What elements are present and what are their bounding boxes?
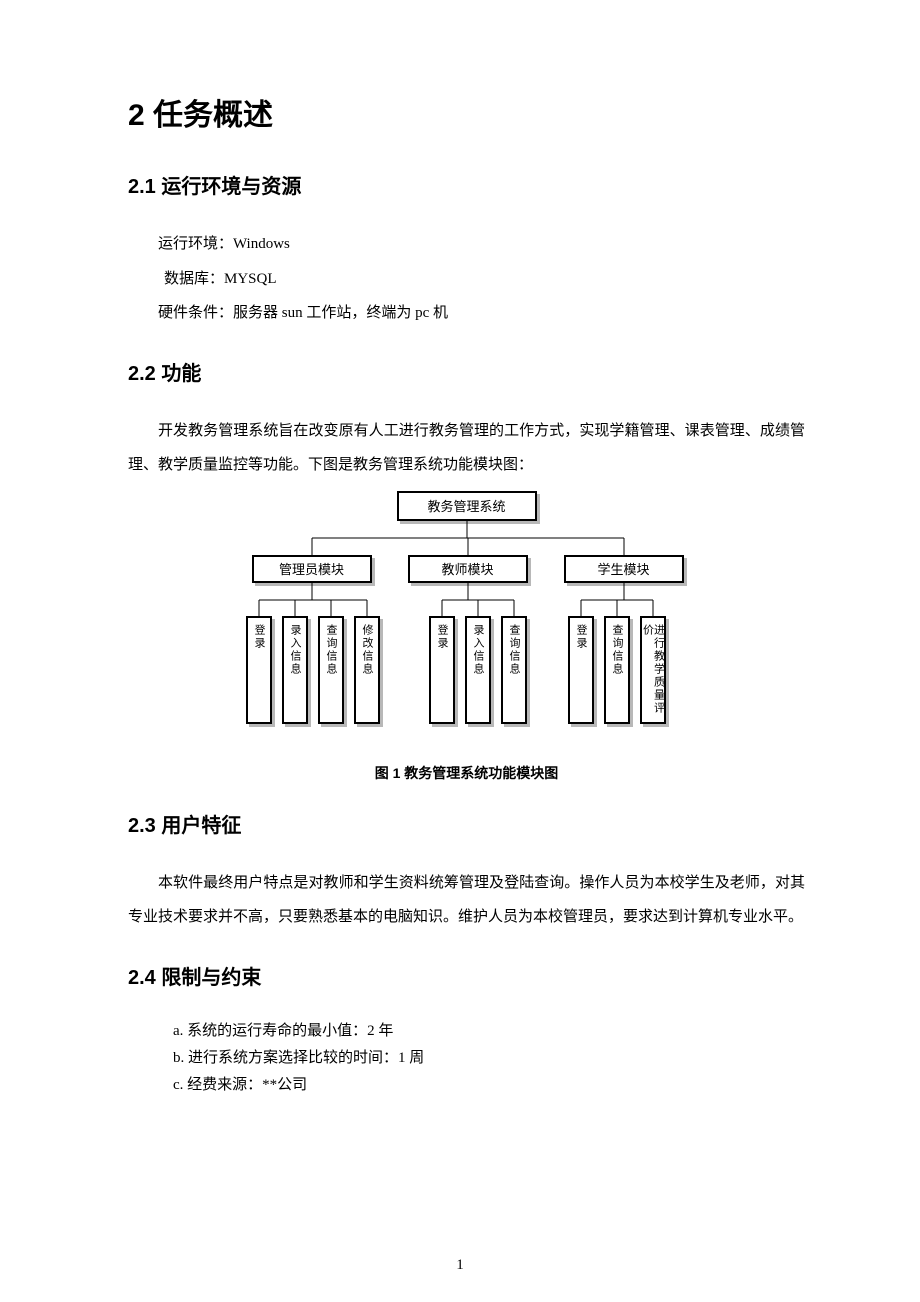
page-number: 1	[0, 1257, 920, 1274]
env-line-hw: 硬件条件：服务器 sun 工作站，终端为 pc 机	[158, 296, 805, 331]
env-line-db: 数据库：MYSQL	[164, 262, 805, 297]
leaf-box: 录入信息	[282, 616, 308, 724]
constraints-list: a. 系统的运行寿命的最小值：2 年 b. 进行系统方案选择比较的时间：1 周 …	[173, 1018, 805, 1099]
heading-2-4: 2.4 限制与约束	[128, 961, 805, 990]
heading-2-1: 2.1 运行环境与资源	[128, 170, 805, 199]
constraint-c: c. 经费来源：**公司	[173, 1072, 805, 1099]
env-block: 运行环境：Windows 数据库：MYSQL 硬件条件：服务器 sun 工作站，…	[158, 227, 805, 331]
leaf-box: 进行教学质量评价	[640, 616, 666, 724]
module-box: 管理员模块	[252, 555, 372, 583]
user-char-para: 本软件最终用户特点是对教师和学生资料统筹管理及登陆查询。操作人员为本校学生及老师…	[128, 866, 805, 935]
env-line-os: 运行环境：Windows	[158, 227, 805, 262]
leaf-box: 登录	[429, 616, 455, 724]
module-box: 教务管理系统	[397, 491, 537, 521]
module-box: 教师模块	[408, 555, 528, 583]
module-diagram: 教务管理系统管理员模块教师模块学生模块登录录入信息查询信息修改信息登录录入信息查…	[202, 491, 732, 751]
leaf-box: 查询信息	[318, 616, 344, 724]
leaf-box: 登录	[246, 616, 272, 724]
heading-2-3: 2.3 用户特征	[128, 809, 805, 838]
module-box: 学生模块	[564, 555, 684, 583]
leaf-box: 查询信息	[604, 616, 630, 724]
leaf-box: 登录	[568, 616, 594, 724]
heading-1: 2 任务概述	[128, 90, 805, 134]
leaf-box: 修改信息	[354, 616, 380, 724]
leaf-box: 查询信息	[501, 616, 527, 724]
func-para: 开发教务管理系统旨在改变原有人工进行教务管理的工作方式，实现学籍管理、课表管理、…	[128, 414, 805, 483]
heading-2-2: 2.2 功能	[128, 357, 805, 386]
constraint-b: b. 进行系统方案选择比较的时间：1 周	[173, 1045, 805, 1072]
figure-caption: 图 1 教务管理系统功能模块图	[128, 763, 805, 783]
leaf-box: 录入信息	[465, 616, 491, 724]
constraint-a: a. 系统的运行寿命的最小值：2 年	[173, 1018, 805, 1045]
